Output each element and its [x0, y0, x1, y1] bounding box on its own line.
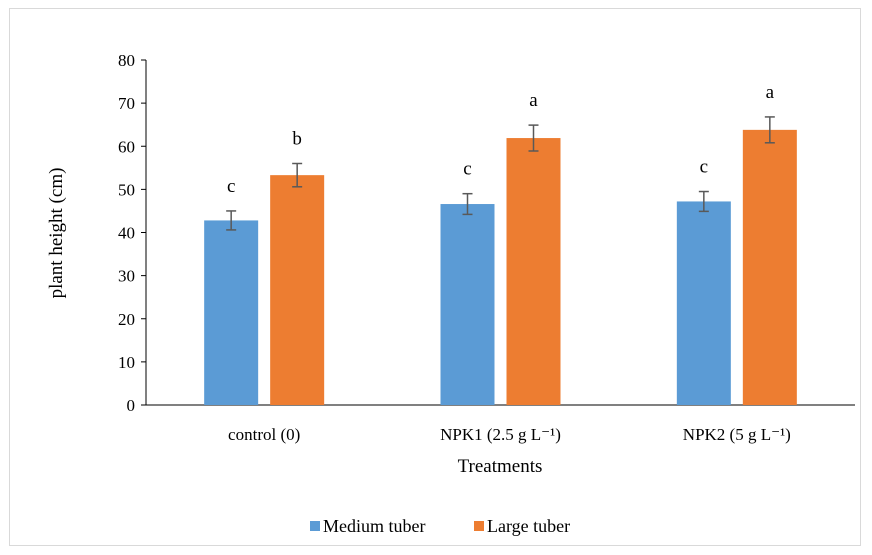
chart-frame [9, 8, 861, 546]
y-tick-label: 30 [118, 267, 135, 286]
bars [204, 129, 797, 406]
significance-letter: c [227, 176, 235, 197]
y-tick-label: 10 [118, 353, 135, 372]
bar [506, 138, 561, 405]
x-axis-tick-labels: control (0) NPK1 (2.5 g L⁻¹) NPK2 (5 g L⁻¹… [228, 425, 791, 444]
y-tick-label: 80 [118, 51, 135, 70]
legend-label-medium-tuber: Medium tuber [323, 516, 425, 536]
y-tick-label: 0 [127, 396, 136, 415]
bar [204, 220, 259, 405]
x-axis-label: Treatments [458, 456, 543, 477]
axes [145, 60, 855, 406]
error-bars [226, 116, 775, 231]
y-axis-label: plant height (cm) [46, 168, 67, 299]
significance-letter: c [700, 157, 708, 178]
bar [270, 175, 325, 405]
bar [440, 204, 495, 405]
y-tick-label: 20 [118, 310, 135, 329]
legend: Medium tuber Large tuber [310, 516, 570, 536]
significance-letter: c [463, 159, 471, 180]
y-tick-label: 60 [118, 137, 135, 156]
y-tick-label: 70 [118, 94, 135, 113]
y-axis-ticks: 0 10 20 30 40 50 60 70 80 [118, 51, 146, 415]
y-tick-label: 40 [118, 224, 135, 243]
bar [676, 201, 731, 405]
x-tick-label: NPK1 (2.5 g L⁻¹) [440, 425, 561, 444]
x-tick-label: NPK2 (5 g L⁻¹) [683, 425, 791, 444]
significance-letter: a [529, 90, 538, 111]
significance-letters: c b c a c a [227, 82, 775, 197]
legend-swatch-medium-tuber [310, 521, 320, 531]
x-tick-label: control (0) [228, 425, 300, 444]
bar [742, 129, 797, 406]
y-tick-label: 50 [118, 180, 135, 199]
significance-letter: a [766, 82, 775, 103]
legend-label-large-tuber: Large tuber [487, 516, 570, 536]
significance-letter: b [292, 129, 302, 150]
legend-swatch-large-tuber [474, 521, 484, 531]
